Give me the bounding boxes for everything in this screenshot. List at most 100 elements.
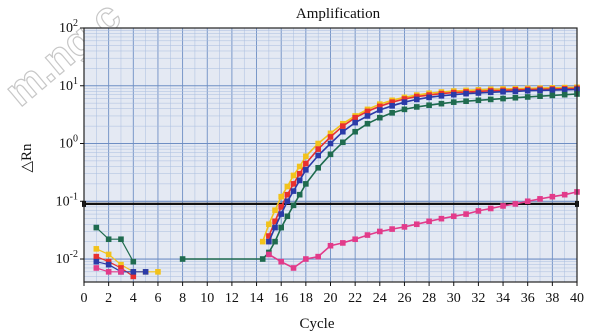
data-point — [500, 95, 506, 102]
data-point — [130, 258, 137, 265]
data-point — [450, 91, 457, 98]
data-point — [303, 181, 309, 187]
data-point — [93, 224, 100, 231]
data-point — [438, 100, 445, 107]
data-point — [118, 236, 124, 243]
data-point — [284, 183, 291, 190]
data-point — [266, 221, 272, 228]
data-point — [438, 215, 445, 222]
data-point — [327, 151, 334, 158]
data-point — [296, 191, 303, 198]
series-1 — [93, 85, 580, 280]
data-point — [364, 232, 371, 238]
x-tick-label: 30 — [447, 291, 461, 306]
data-point — [93, 246, 100, 252]
data-point — [315, 253, 321, 260]
data-point — [340, 240, 346, 246]
data-point — [105, 236, 112, 243]
data-point — [364, 113, 371, 119]
y-tick-label: 100 — [59, 134, 78, 152]
data-point — [327, 140, 334, 147]
data-point — [315, 164, 321, 171]
data-point — [450, 99, 457, 105]
data-point — [487, 89, 494, 96]
data-point — [512, 94, 519, 101]
data-point — [118, 261, 124, 268]
data-point — [327, 242, 334, 249]
data-point — [290, 172, 297, 179]
data-point — [450, 213, 457, 220]
series-baseline-line — [95, 227, 134, 262]
data-point — [561, 87, 568, 93]
data-point — [389, 99, 395, 105]
data-point — [278, 193, 284, 200]
data-point — [290, 181, 297, 187]
data-point — [377, 107, 383, 113]
data-point — [105, 261, 112, 268]
data-point — [549, 193, 556, 200]
data-point — [296, 170, 303, 177]
data-point — [426, 102, 432, 109]
data-point — [266, 251, 272, 258]
x-tick-label: 40 — [570, 291, 584, 306]
data-point — [93, 265, 100, 271]
y-tick-label: 10-1 — [56, 191, 78, 209]
data-point — [278, 258, 284, 265]
x-tick-label: 20 — [324, 291, 338, 306]
x-axis-label: Cycle — [300, 316, 335, 332]
data-point — [284, 213, 291, 220]
x-axis-ticks: 0 2 4 6 8 10 12 14 16 18 20 22 24 26 28 30 32 34 36 38 40 — [81, 282, 584, 306]
y-tick-label: 10-2 — [56, 249, 78, 267]
data-point — [377, 114, 383, 121]
x-tick-label: 18 — [299, 291, 313, 306]
data-point — [315, 152, 321, 159]
data-point — [487, 96, 494, 103]
data-point — [352, 114, 358, 121]
data-point — [303, 153, 309, 160]
data-point — [524, 94, 531, 100]
data-point — [561, 91, 568, 98]
data-point — [537, 196, 543, 202]
data-point — [272, 224, 278, 231]
data-point — [377, 228, 383, 235]
data-point — [142, 269, 149, 275]
x-tick-label: 6 — [154, 291, 161, 306]
data-point — [284, 191, 291, 198]
data-point — [155, 269, 161, 275]
x-tick-label: 34 — [496, 291, 510, 306]
data-point — [389, 102, 395, 109]
x-tick-label: 24 — [373, 291, 387, 306]
data-point — [130, 273, 137, 280]
data-point — [401, 96, 408, 102]
y-axis-ticks: 102 101 100 10-1 10-2 — [56, 18, 84, 267]
data-point — [413, 93, 420, 100]
data-point — [278, 211, 284, 217]
data-point — [549, 87, 556, 93]
data-point — [500, 203, 506, 209]
data-point — [272, 207, 278, 214]
data-point — [364, 108, 371, 115]
data-point — [303, 256, 309, 262]
data-point — [296, 177, 303, 184]
data-point — [524, 87, 531, 94]
data-point — [475, 208, 482, 214]
data-point — [352, 119, 358, 126]
x-tick-label: 0 — [81, 291, 88, 306]
data-point — [413, 96, 420, 103]
x-tick-label: 38 — [545, 291, 559, 306]
data-point — [327, 134, 334, 140]
data-point — [259, 238, 266, 245]
series-4 — [93, 189, 580, 275]
data-point — [93, 258, 100, 265]
data-point — [401, 106, 408, 113]
x-tick-label: 2 — [105, 291, 112, 306]
data-point — [303, 160, 309, 167]
data-point — [413, 221, 420, 228]
x-tick-label: 12 — [225, 291, 239, 306]
x-tick-label: 4 — [130, 291, 137, 306]
series-2 — [93, 86, 580, 275]
data-point — [537, 87, 543, 94]
data-point — [290, 202, 297, 209]
chart-title: Amplification — [296, 6, 381, 22]
